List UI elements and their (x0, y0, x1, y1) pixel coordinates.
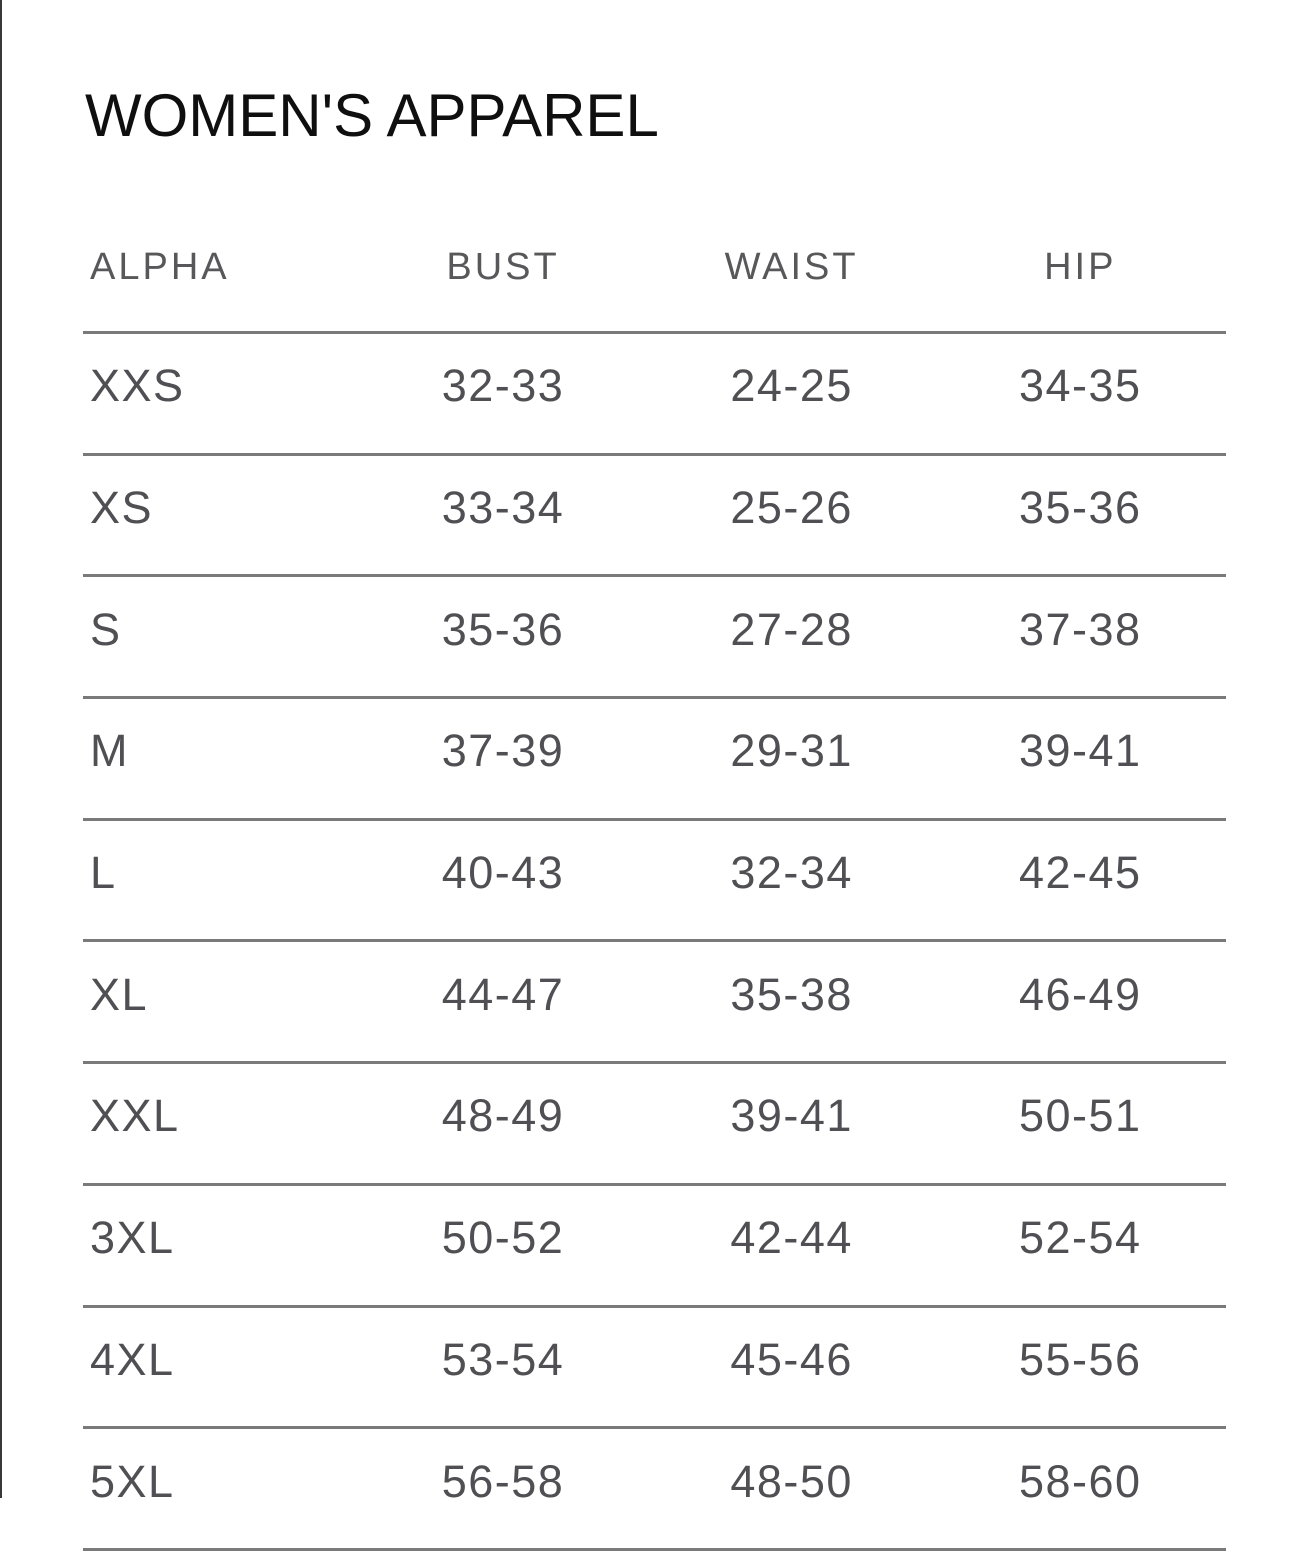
bust-cell: 32-33 (357, 332, 649, 456)
column-header-hip: HIP (934, 248, 1226, 334)
size-chart-table: ALPHA BUST WAIST HIP XXS 32-33 24-25 34-… (83, 248, 1226, 1551)
hip-cell: 37-38 (934, 575, 1226, 700)
waist-cell: 24-25 (648, 332, 935, 456)
bust-cell: 50-52 (357, 1184, 649, 1308)
size-label-cell: 5XL (83, 1427, 358, 1551)
size-label-cell: L (83, 819, 358, 943)
size-guide-content: WOMEN'S APPAREL ALPHA BUST WAIST HIP XXS… (83, 0, 1226, 1551)
size-label-cell: XL (83, 940, 358, 1065)
waist-cell: 25-26 (648, 454, 935, 578)
bust-cell: 48-49 (357, 1062, 649, 1186)
table-row: M 37-39 29-31 39-41 (83, 697, 1226, 821)
hip-cell: 39-41 (934, 697, 1226, 821)
size-label-cell: S (83, 575, 358, 700)
hip-cell: 46-49 (934, 940, 1226, 1065)
size-label-cell: M (83, 697, 358, 821)
page-left-edge-border (0, 0, 2, 1498)
table-row: L 40-43 32-34 42-45 (83, 819, 1226, 943)
table-row: 4XL 53-54 45-46 55-56 (83, 1306, 1226, 1430)
hip-cell: 50-51 (934, 1062, 1226, 1186)
waist-cell: 27-28 (648, 575, 935, 700)
bust-cell: 35-36 (357, 575, 649, 700)
waist-cell: 48-50 (648, 1427, 935, 1551)
table-header-row: ALPHA BUST WAIST HIP (83, 248, 1226, 334)
waist-cell: 42-44 (648, 1184, 935, 1308)
hip-cell: 52-54 (934, 1184, 1226, 1308)
hip-cell: 58-60 (934, 1427, 1226, 1551)
hip-cell: 55-56 (934, 1306, 1226, 1430)
size-label-cell: XS (83, 454, 358, 578)
size-label-cell: 4XL (83, 1306, 358, 1430)
size-label-cell: XXS (83, 332, 358, 456)
table-row: 3XL 50-52 42-44 52-54 (83, 1184, 1226, 1308)
size-label-cell: XXL (83, 1062, 358, 1186)
bust-cell: 56-58 (357, 1427, 649, 1551)
bust-cell: 33-34 (357, 454, 649, 578)
column-header-waist: WAIST (648, 248, 935, 334)
table-row: 5XL 56-58 48-50 58-60 (83, 1427, 1226, 1551)
bust-cell: 53-54 (357, 1306, 649, 1430)
waist-cell: 29-31 (648, 697, 935, 821)
page-title: WOMEN'S APPAREL (85, 82, 659, 149)
hip-cell: 42-45 (934, 819, 1226, 943)
table-row: XS 33-34 25-26 35-36 (83, 454, 1226, 578)
size-label-cell: 3XL (83, 1184, 358, 1308)
waist-cell: 32-34 (648, 819, 935, 943)
waist-cell: 45-46 (648, 1306, 935, 1430)
table-row: XXL 48-49 39-41 50-51 (83, 1062, 1226, 1186)
bust-cell: 44-47 (357, 940, 649, 1065)
waist-cell: 35-38 (648, 940, 935, 1065)
column-header-bust: BUST (357, 248, 649, 334)
bust-cell: 40-43 (357, 819, 649, 943)
table-row: S 35-36 27-28 37-38 (83, 575, 1226, 700)
hip-cell: 34-35 (934, 332, 1226, 456)
table-row: XL 44-47 35-38 46-49 (83, 940, 1226, 1065)
bust-cell: 37-39 (357, 697, 649, 821)
table-row: XXS 32-33 24-25 34-35 (83, 332, 1226, 456)
hip-cell: 35-36 (934, 454, 1226, 578)
column-header-alpha: ALPHA (83, 248, 358, 334)
waist-cell: 39-41 (648, 1062, 935, 1186)
